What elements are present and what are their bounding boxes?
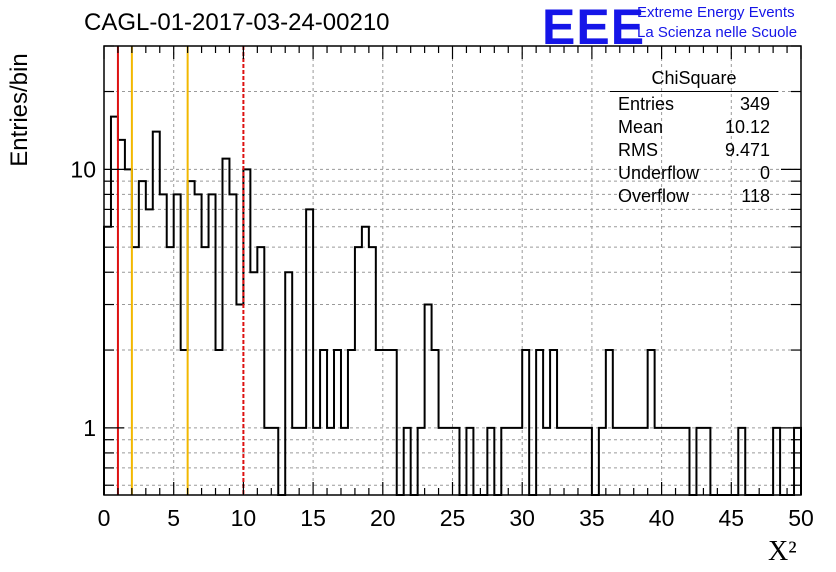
stats-row-overflow: Overflow 118 bbox=[610, 185, 778, 208]
x-tick-label: 50 bbox=[788, 505, 814, 531]
y-tick-label: 1 bbox=[83, 415, 96, 441]
stats-label: Mean bbox=[618, 117, 664, 137]
stats-row-rms: RMS 9.471 bbox=[610, 139, 778, 162]
eee-logo: EEE bbox=[542, 0, 646, 55]
x-tick-label: 30 bbox=[509, 505, 535, 531]
stats-label: RMS bbox=[618, 140, 658, 160]
stats-value: 118 bbox=[741, 186, 770, 206]
stats-title: ChiSquare bbox=[610, 68, 778, 92]
x-tick-label: 20 bbox=[370, 505, 396, 531]
y-axis-label: Entries/bin bbox=[6, 53, 33, 167]
x-tick-label: 5 bbox=[167, 505, 180, 531]
x-tick-label: 15 bbox=[300, 505, 326, 531]
stats-row-underflow: Underflow 0 bbox=[610, 162, 778, 185]
y-tick-label: 10 bbox=[70, 156, 96, 182]
stats-value: 10.12 bbox=[724, 117, 770, 137]
x-tick-label: 10 bbox=[231, 505, 257, 531]
stats-row-entries: Entries 349 bbox=[610, 93, 778, 116]
stats-value: 9.471 bbox=[724, 140, 770, 160]
stats-box: ChiSquare Entries 349 Mean 10.12 RMS 9.4… bbox=[610, 68, 778, 208]
stats-label: Overflow bbox=[618, 186, 690, 206]
x-tick-label: 40 bbox=[649, 505, 675, 531]
x-tick-label: 25 bbox=[440, 505, 466, 531]
chart-title: CAGL-01-2017-03-24-00210 bbox=[84, 9, 390, 36]
x-axis-label: X² bbox=[768, 536, 797, 567]
stats-label: Entries bbox=[618, 94, 675, 114]
x-tick-label: 0 bbox=[98, 505, 111, 531]
logo-subtitle-1: Extreme Energy Events bbox=[637, 4, 795, 21]
stats-label: Underflow bbox=[618, 163, 700, 183]
x-tick-label: 35 bbox=[579, 505, 605, 531]
logo-subtitle-2: La Scienza nelle Scuole bbox=[637, 24, 798, 41]
stats-value: 349 bbox=[739, 94, 770, 114]
stats-row-mean: Mean 10.12 bbox=[610, 116, 778, 139]
stats-value: 0 bbox=[759, 163, 770, 183]
x-tick-label: 45 bbox=[719, 505, 745, 531]
